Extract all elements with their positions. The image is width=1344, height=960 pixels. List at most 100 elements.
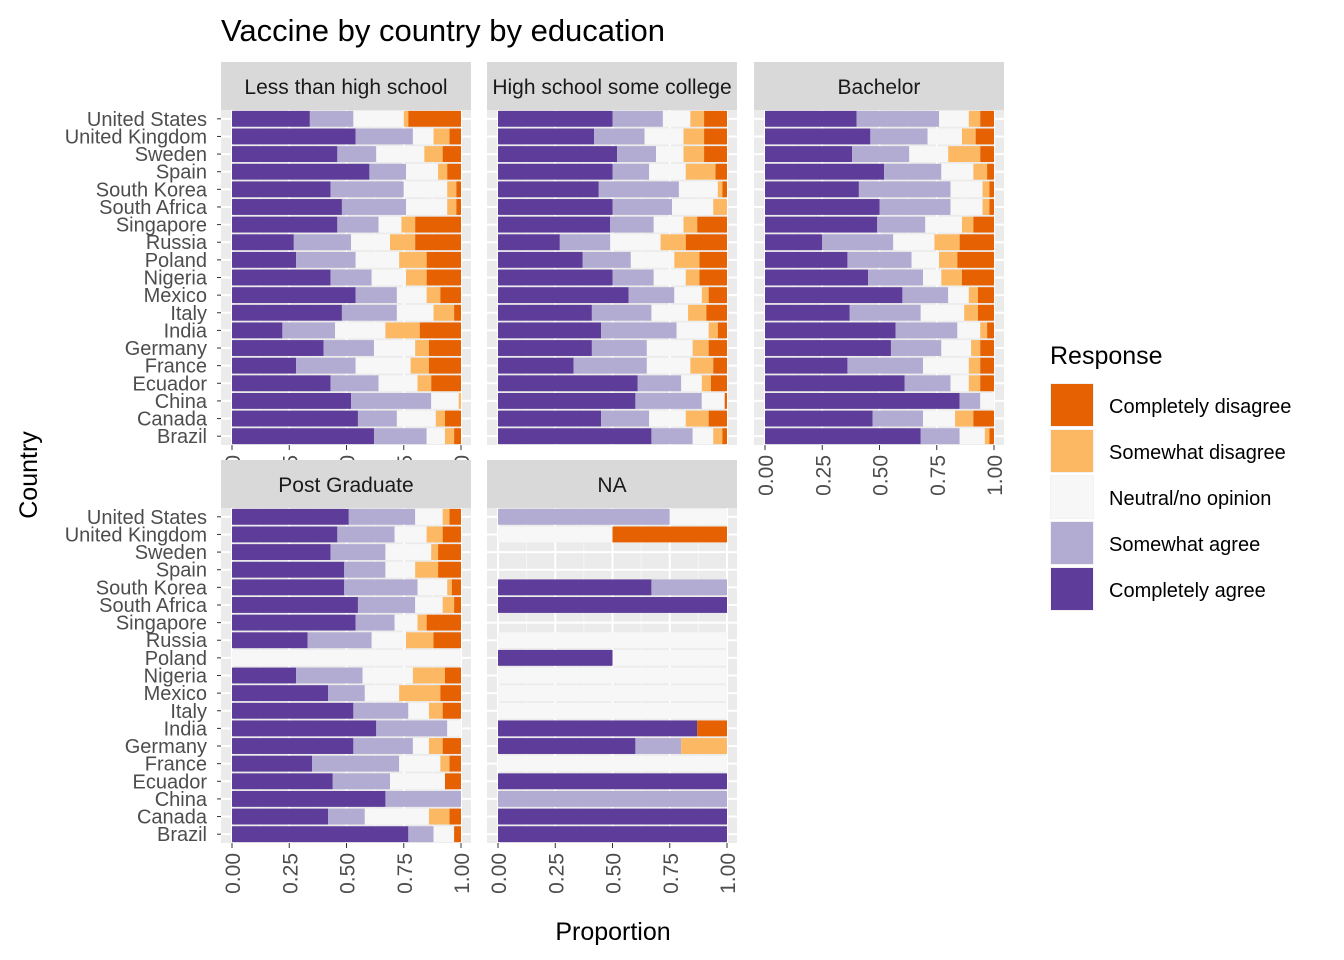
bar-segment-united-kingdom-neutral-no-opinion — [498, 526, 613, 543]
bar-segment-united-states-somewhat-disagree — [690, 110, 705, 127]
bar-segment-russia-completely-disagree — [959, 234, 994, 251]
x-tick-label: 0.50 — [870, 455, 893, 496]
bar-segment-germany-somewhat-agree — [323, 340, 374, 356]
facet-panel-high-school-some-college: High school some college — [487, 62, 737, 445]
bar-segment-germany-somewhat-disagree — [692, 340, 709, 356]
bar-segment-brazil-completely-disagree — [454, 428, 461, 445]
bar-segment-brazil-completely-disagree — [722, 428, 727, 445]
bar-segment-united-kingdom-neutral-no-opinion — [412, 128, 434, 145]
bar-segment-united-states-neutral-no-opinion — [939, 110, 969, 127]
bar-segment-germany-somewhat-agree — [635, 738, 682, 754]
bar-segment-poland-somewhat-disagree — [399, 251, 427, 268]
bar-segment-south-africa-completely-agree — [498, 199, 613, 215]
bar-segment-united-states-somewhat-agree — [498, 508, 670, 525]
bar-segment-south-korea-somewhat-disagree — [717, 181, 723, 198]
bar-segment-russia-completely-agree — [765, 234, 823, 251]
bar-segment-united-states-completely-disagree — [980, 110, 994, 127]
bar-segment-united-states-somewhat-disagree — [968, 110, 981, 127]
bar-segment-ecuador-completely-agree — [765, 375, 905, 392]
bar-segment-ecuador-somewhat-agree — [332, 773, 391, 790]
bar-segment-india-completely-disagree — [987, 322, 994, 339]
bar-segment-united-kingdom-completely-disagree — [449, 128, 461, 145]
bar-segment-south-korea-somewhat-agree — [344, 579, 418, 596]
bar-segment-sweden-completely-disagree — [438, 544, 461, 561]
bar-segment-canada-neutral-no-opinion — [364, 808, 429, 825]
bar-segment-brazil-completely-disagree — [989, 428, 994, 445]
y-tick-label-mexico: Mexico — [144, 683, 207, 705]
bar-segment-sweden-somewhat-agree — [852, 146, 910, 163]
bar-segment-mexico-neutral-no-opinion — [498, 685, 727, 702]
bar-segment-sweden-neutral-no-opinion — [656, 146, 684, 163]
bar-segment-india-somewhat-agree — [895, 322, 958, 339]
bar-segment-brazil-somewhat-agree — [651, 428, 693, 445]
bar-segment-singapore-completely-disagree — [415, 216, 461, 233]
bar-segment-south-korea-completely-agree — [498, 181, 599, 198]
bar-segment-germany-neutral-no-opinion — [646, 340, 693, 356]
bar-segment-ecuador-completely-disagree — [980, 375, 994, 392]
y-tick-label-ecuador: Ecuador — [133, 771, 208, 793]
bar-segment-italy-completely-agree — [765, 304, 850, 321]
bar-segment-brazil-somewhat-disagree — [984, 428, 990, 445]
bar-segment-poland-neutral-no-opinion — [911, 251, 940, 268]
bar-segment-italy-somewhat-agree — [353, 702, 409, 719]
bar-segment-south-korea-somewhat-disagree — [447, 579, 452, 596]
facet-strip — [221, 62, 471, 110]
bar-segment-russia-neutral-no-opinion — [893, 234, 935, 251]
bar-segment-india-somewhat-disagree — [708, 322, 718, 339]
bar-segment-russia-neutral-no-opinion — [351, 234, 391, 251]
bar-segment-brazil-somewhat-disagree — [444, 428, 455, 445]
bar-segment-south-korea-completely-agree — [232, 181, 331, 198]
facet-strip-label: High school some college — [492, 76, 731, 99]
bar-segment-ecuador-completely-agree — [232, 375, 331, 392]
y-tick-label-south-korea: South Korea — [96, 577, 208, 599]
bar-segment-south-africa-completely-agree — [232, 597, 358, 613]
y-tick-label-nigeria: Nigeria — [144, 268, 208, 290]
bar-segment-spain-somewhat-agree — [612, 163, 650, 180]
y-tick-label-canada: Canada — [137, 807, 208, 829]
bar-segment-south-africa-completely-agree — [498, 597, 727, 613]
bar-segment-india-completely-agree — [498, 322, 602, 339]
bar-segment-italy-neutral-no-opinion — [396, 304, 434, 321]
bar-segment-russia-completely-disagree — [415, 234, 461, 251]
bar-segment-nigeria-neutral-no-opinion — [371, 269, 407, 286]
bar-segment-singapore-somewhat-agree — [337, 216, 379, 233]
bar-segment-ecuador-somewhat-agree — [330, 375, 379, 392]
legend-key-swatch — [1051, 384, 1093, 426]
y-tick-label-india: India — [164, 718, 208, 740]
bar-segment-nigeria-somewhat-agree — [330, 269, 372, 286]
bar-segment-south-africa-somewhat-disagree — [447, 199, 457, 215]
y-tick-label-china: China — [155, 391, 208, 413]
bar-segment-united-states-somewhat-disagree — [403, 110, 409, 127]
bar-segment-mexico-completely-agree — [232, 685, 329, 702]
bar-segment-india-completely-agree — [232, 322, 283, 339]
bar-segment-nigeria-neutral-no-opinion — [362, 667, 413, 684]
bar-segment-russia-somewhat-agree — [293, 234, 352, 251]
bar-segment-south-africa-somewhat-agree — [879, 199, 951, 215]
bar-segment-brazil-neutral-no-opinion — [433, 826, 455, 843]
bar-segment-united-kingdom-neutral-no-opinion — [927, 128, 962, 145]
bar-segment-sweden-somewhat-agree — [617, 146, 657, 163]
bar-segment-spain-neutral-no-opinion — [406, 163, 439, 180]
bar-segment-united-states-completely-agree — [232, 508, 349, 525]
y-tick-label-south-africa: South Africa — [99, 197, 208, 219]
bar-segment-south-africa-neutral-no-opinion — [415, 597, 443, 613]
y-tick-label-china: China — [155, 789, 208, 811]
bar-segment-poland-somewhat-disagree — [674, 251, 700, 268]
bar-segment-india-completely-disagree — [717, 322, 727, 339]
legend-label: Completely agree — [1109, 580, 1266, 602]
bar-segment-united-states-somewhat-agree — [309, 110, 354, 127]
bar-segment-south-africa-completely-disagree — [456, 199, 461, 215]
bar-segment-spain-completely-agree — [232, 163, 370, 180]
bar-segment-canada-completely-disagree — [444, 410, 461, 427]
bar-segment-south-korea-completely-disagree — [451, 579, 461, 596]
bar-segment-nigeria-completely-agree — [498, 269, 613, 286]
bar-segment-south-africa-neutral-no-opinion — [672, 199, 714, 215]
facet-strip — [487, 62, 737, 110]
bar-segment-south-africa-neutral-no-opinion — [950, 199, 983, 215]
bar-segment-singapore-neutral-no-opinion — [394, 614, 418, 631]
bar-segment-france-neutral-no-opinion — [646, 357, 691, 374]
facet-strip — [487, 460, 737, 508]
bar-segment-india-neutral-no-opinion — [957, 322, 981, 339]
bar-segment-nigeria-somewhat-disagree — [941, 269, 962, 286]
bar-segment-poland-completely-agree — [498, 649, 613, 666]
